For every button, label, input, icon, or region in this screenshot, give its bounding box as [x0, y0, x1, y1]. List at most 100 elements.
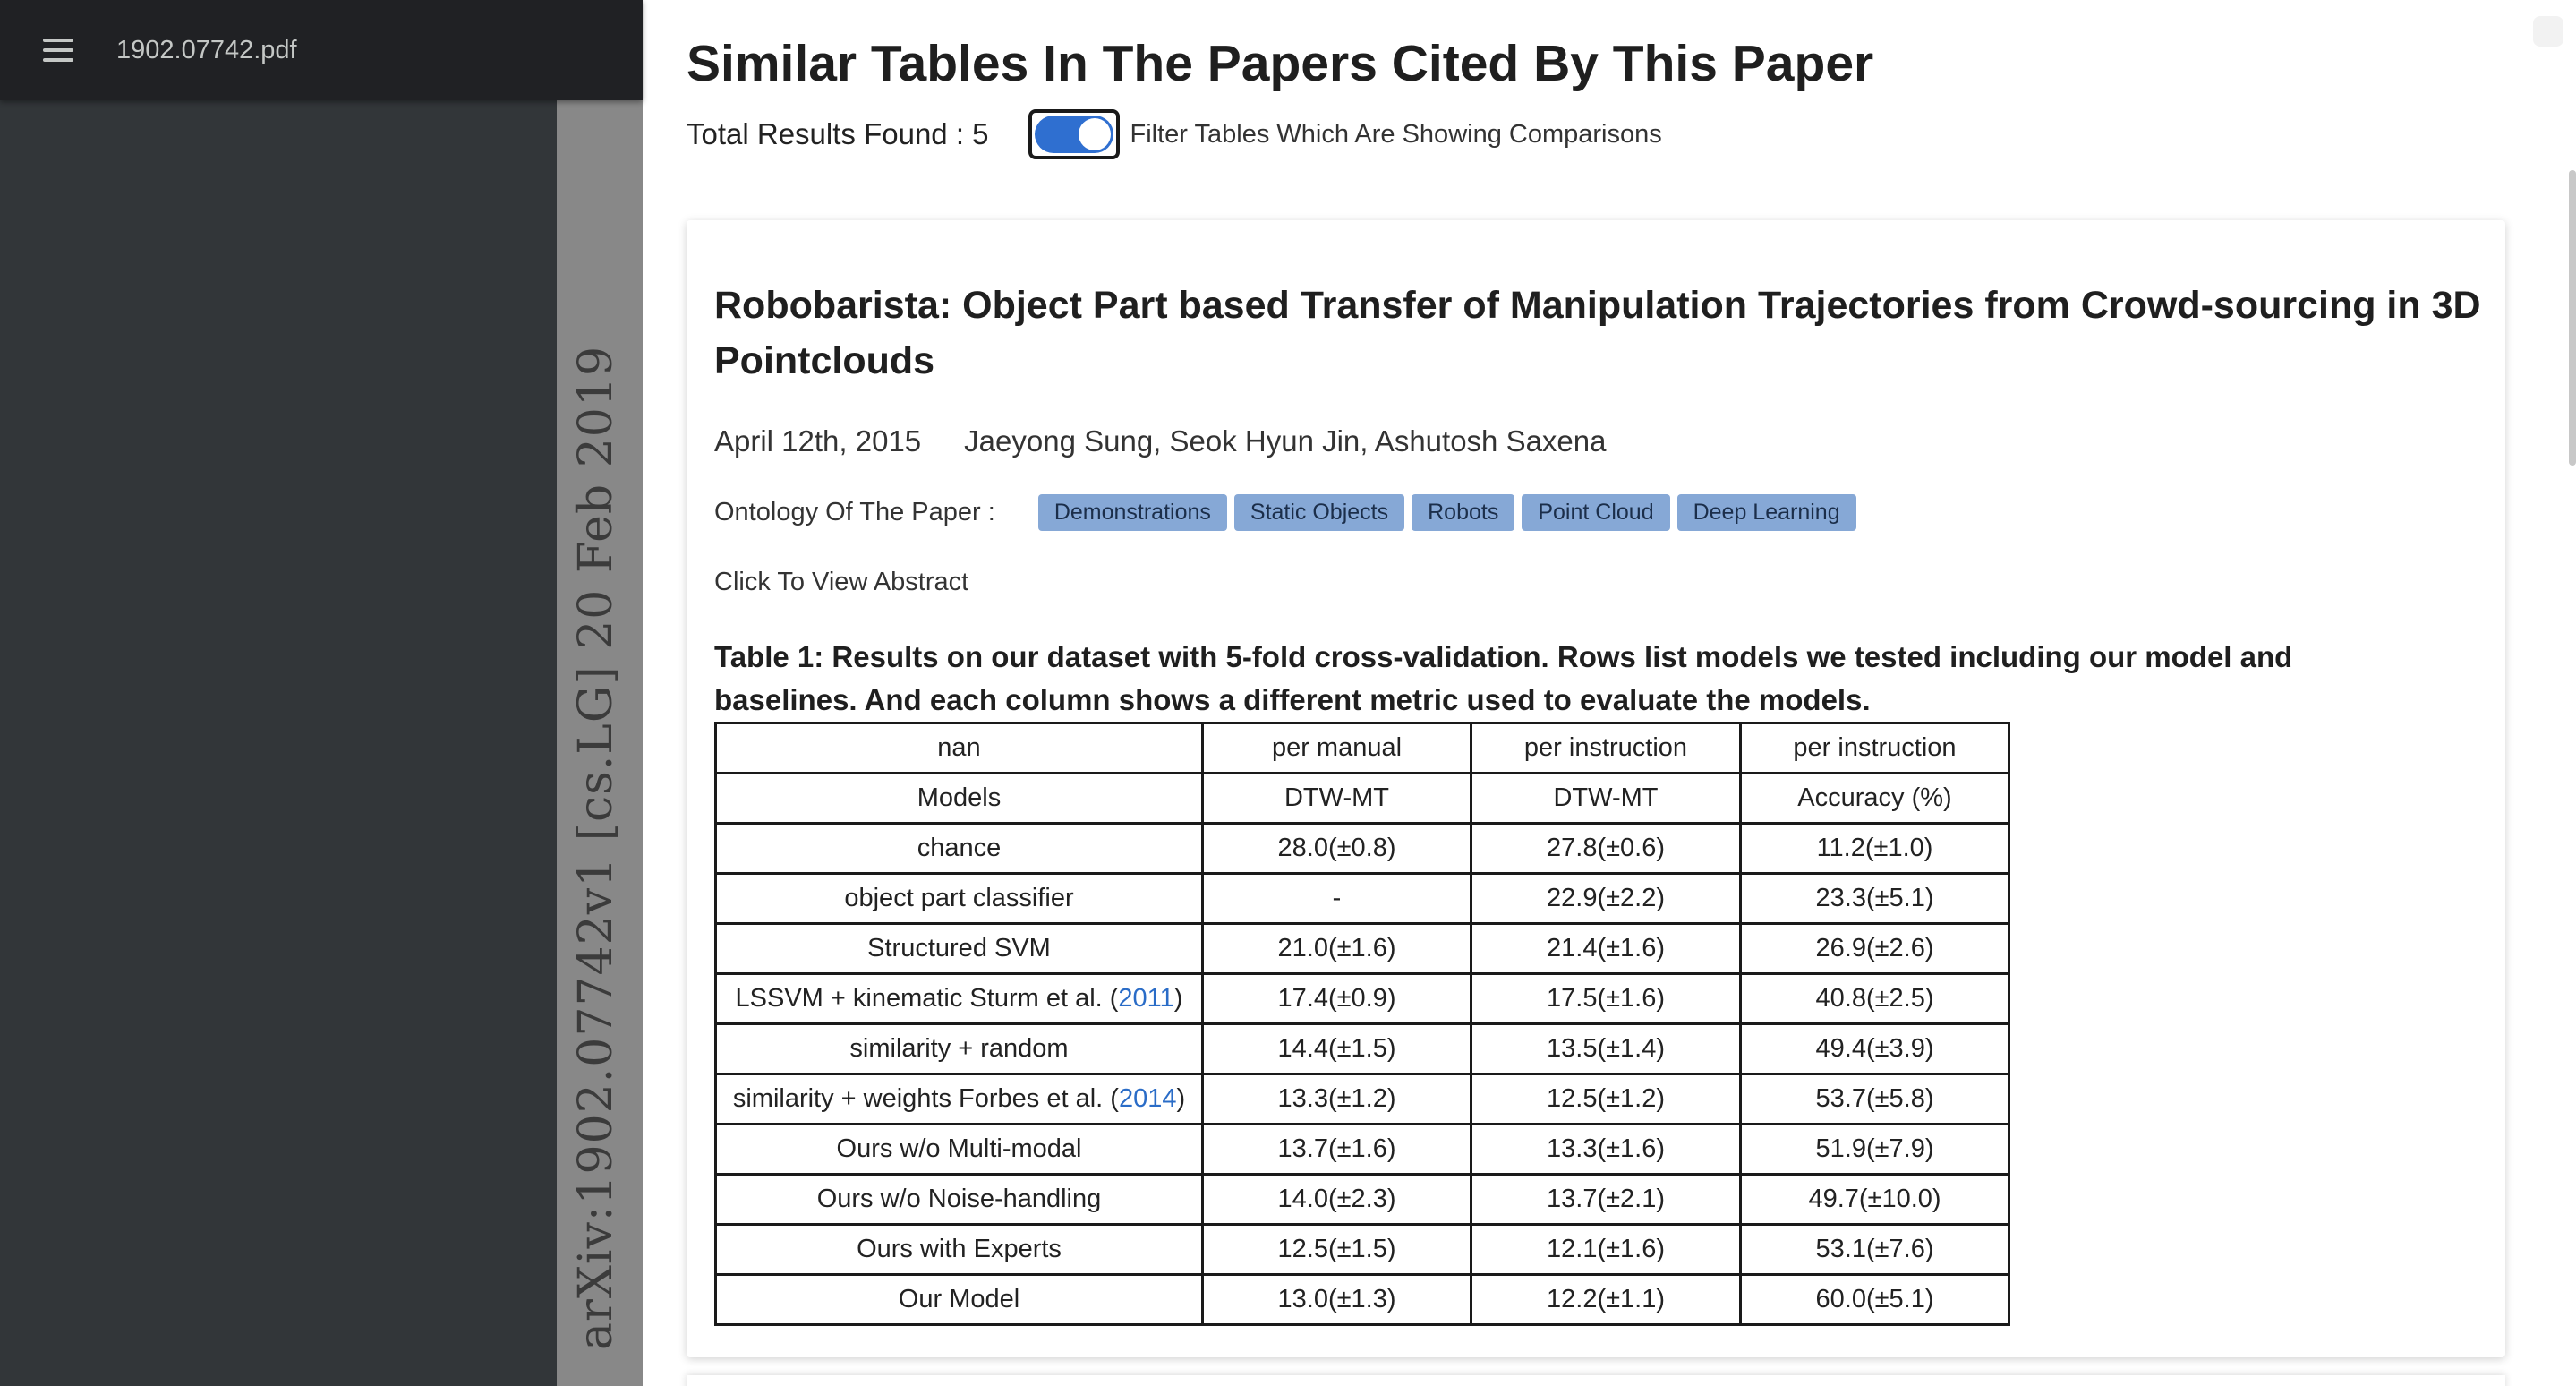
paper-authors: Jaeyong Sung, Seok Hyun Jin, Ashutosh Sa…	[964, 424, 1607, 458]
citation-link[interactable]: 2011	[1118, 984, 1174, 1013]
cell-text: DTW-MT	[1553, 783, 1659, 812]
cell-text: 21.0(±1.6)	[1277, 934, 1396, 962]
table-cell: 22.9(±2.2)	[1470, 872, 1742, 925]
paper-title: Robobarista: Object Part based Transfer …	[714, 284, 2481, 382]
citation-link[interactable]: 2014	[1118, 1084, 1177, 1113]
table-row: Ours w/o Noise-handling 14.0(±2.3) 13.7(±2…	[714, 1173, 2010, 1226]
table-cell: Ours with Experts	[714, 1223, 1204, 1276]
scrollbar[interactable]	[2569, 170, 2576, 466]
cell-text: chance	[917, 834, 1002, 862]
corner-button[interactable]	[2533, 16, 2563, 47]
cell-text: 14.0(±2.3)	[1277, 1185, 1396, 1213]
table-cell: Ours w/o Noise-handling	[714, 1173, 1204, 1226]
cell-text: per manual	[1271, 733, 1403, 762]
cell-text: 17.4(±0.9)	[1277, 984, 1396, 1013]
table-cell: 51.9(±7.9)	[1739, 1123, 2010, 1176]
cell-text: 13.3(±1.6)	[1547, 1134, 1665, 1163]
table-row: Ours w/o Multi-modal 13.7(±1.6) 13.3(±1.6)…	[714, 1123, 2010, 1176]
table-cell: 26.9(±2.6)	[1739, 922, 2010, 975]
cell-text: DTW-MT	[1284, 783, 1390, 812]
table-cell: Ours w/o Multi-modal	[714, 1123, 1204, 1176]
table-cell: 12.1(±1.6)	[1470, 1223, 1742, 1276]
cell-text: 60.0(±5.1)	[1815, 1285, 1934, 1313]
table-cell: 13.3(±1.6)	[1470, 1123, 1742, 1176]
table-row: object part classifier - 22.9(±2.2) 23.3(±5…	[714, 872, 2010, 925]
comparison-filter-toggle[interactable]	[1028, 109, 1120, 159]
table-cell: 17.5(±1.6)	[1470, 972, 1742, 1025]
table-row: Models DTW-MT DTW-MT Accuracy (%)	[714, 772, 2010, 825]
cell-text: 13.0(±1.3)	[1277, 1285, 1396, 1313]
cell-text: 26.9(±2.6)	[1815, 934, 1934, 962]
paper-meta: April 12th, 2015 Jaeyong Sung, Seok Hyun…	[714, 424, 1607, 458]
table-row: similarity + random 14.4(±1.5) 13.5(±1.4) 4…	[714, 1022, 2010, 1075]
cell-text: 11.2(±1.0)	[1816, 834, 1933, 862]
pdf-viewer: 1902.07742.pdf arXiv:1902.07742v1 [cs.LG…	[0, 0, 643, 1386]
table-cell: 49.7(±10.0)	[1739, 1173, 2010, 1226]
table-cell: 12.5(±1.5)	[1201, 1223, 1472, 1276]
view-abstract-link[interactable]: Click To View Abstract	[714, 568, 969, 596]
cell-text: Accuracy (%)	[1797, 783, 1952, 812]
table-cell: 12.5(±1.2)	[1470, 1073, 1742, 1125]
table-cell: similarity + random	[714, 1022, 1204, 1075]
table-cell: Structured SVM	[714, 922, 1204, 975]
page-title: Similar Tables In The Papers Cited By Th…	[687, 35, 1874, 92]
cell-text: Ours with Experts	[857, 1235, 1062, 1263]
cell-text: Our Model	[898, 1285, 1020, 1313]
cell-text: 12.1(±1.6)	[1547, 1235, 1665, 1263]
cell-text: 49.4(±3.9)	[1815, 1034, 1934, 1063]
ontology-tag[interactable]: Robots	[1412, 494, 1515, 531]
cell-text: 12.2(±1.1)	[1547, 1285, 1665, 1313]
cell-text: 13.5(±1.4)	[1547, 1034, 1665, 1063]
cell-text: Models	[917, 783, 1002, 812]
ontology-tag[interactable]: Deep Learning	[1676, 494, 1856, 531]
table-cell: 14.4(±1.5)	[1201, 1022, 1472, 1075]
menu-icon[interactable]	[43, 38, 73, 62]
table-cell: 13.0(±1.3)	[1201, 1273, 1472, 1326]
table-cell: 28.0(±0.8)	[1201, 822, 1472, 875]
table-cell: 60.0(±5.1)	[1739, 1273, 2010, 1326]
ontology-tag[interactable]: Demonstrations	[1037, 494, 1227, 531]
ontology-tag[interactable]: Static Objects	[1233, 494, 1405, 531]
table-row: chance 28.0(±0.8) 27.8(±0.6) 11.2(±1.0)	[714, 822, 2010, 875]
table-cell: 12.2(±1.1)	[1470, 1273, 1742, 1326]
ontology-row: Ontology Of The Paper : Demonstrations S…	[714, 494, 1864, 531]
table-cell: per manual	[1201, 722, 1472, 774]
table-row: LSSVM + kinematic Sturm et al. (2011) 17.…	[714, 972, 2010, 1025]
cell-text: 13.7(±2.1)	[1547, 1185, 1665, 1213]
results-table: nan per manual per instruction per instruct…	[714, 722, 2010, 1326]
cell-text: -	[1332, 884, 1342, 912]
table-cell: 11.2(±1.0)	[1739, 822, 2010, 875]
next-paper-card	[687, 1375, 2505, 1386]
cell-text: 17.5(±1.6)	[1547, 984, 1665, 1013]
cell-text: 13.3(±1.2)	[1277, 1084, 1396, 1113]
paper-card: Robobarista: Object Part based Transfer …	[687, 220, 2505, 1357]
table-cell: 17.4(±0.9)	[1201, 972, 1472, 1025]
cell-text: 28.0(±0.8)	[1277, 834, 1396, 862]
arxiv-stamp: arXiv:1902.07742v1 [cs.LG] 20 Feb 2019	[569, 345, 623, 1350]
cell-text: 14.4(±1.5)	[1277, 1034, 1396, 1063]
table-cell: 13.5(±1.4)	[1470, 1022, 1742, 1075]
table-cell: Accuracy (%)	[1739, 772, 2010, 825]
table-cell: 23.3(±5.1)	[1739, 872, 2010, 925]
cell-text: 13.7(±1.6)	[1277, 1134, 1396, 1163]
table-cell: DTW-MT	[1470, 772, 1742, 825]
table-cell: 13.7(±1.6)	[1201, 1123, 1472, 1176]
table-cell: 27.8(±0.6)	[1470, 822, 1742, 875]
cell-text: 21.4(±1.6)	[1547, 934, 1665, 962]
ontology-tag[interactable]: Point Cloud	[1522, 494, 1670, 531]
cell-text: LSSVM + kinematic Sturm et al. (	[735, 984, 1119, 1013]
table-cell: chance	[714, 822, 1204, 875]
table-cell: 13.7(±2.1)	[1470, 1173, 1742, 1226]
results-count: Total Results Found : 5	[687, 117, 989, 150]
cell-text: 23.3(±5.1)	[1815, 884, 1934, 912]
table-cell: 40.8(±2.5)	[1739, 972, 2010, 1025]
cell-text: Structured SVM	[867, 934, 1051, 962]
toggle-knob	[1078, 118, 1111, 150]
pdf-toolbar: 1902.07742.pdf	[0, 0, 643, 100]
paper-date: April 12th, 2015	[714, 424, 922, 458]
cell-text: nan	[937, 733, 981, 762]
cell-text: 12.5(±1.2)	[1547, 1084, 1665, 1113]
pdf-page[interactable]: arXiv:1902.07742v1 [cs.LG] 20 Feb 2019	[557, 100, 643, 1386]
cell-text: 53.1(±7.6)	[1815, 1235, 1934, 1263]
cell-text: Ours w/o Noise-handling	[816, 1185, 1102, 1213]
